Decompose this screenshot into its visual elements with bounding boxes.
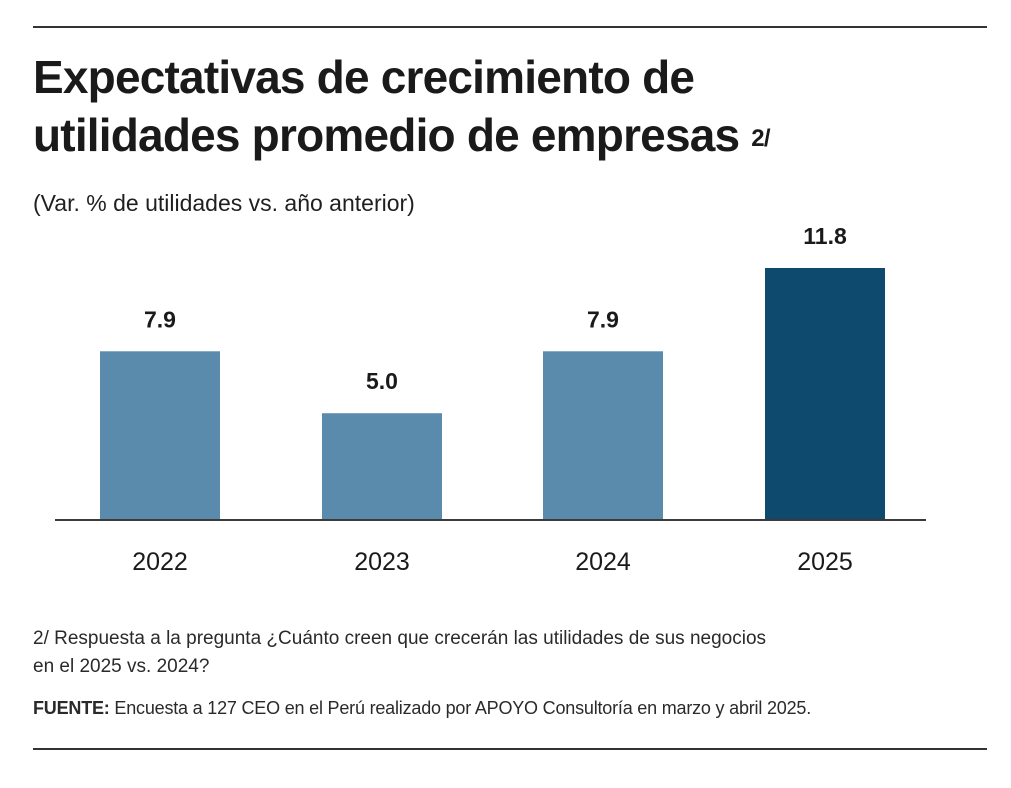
value-label-2023: 5.0	[366, 368, 398, 394]
bar-2025	[765, 268, 885, 520]
source-text: Encuesta a 127 CEO en el Perú realizado …	[109, 698, 812, 718]
title-line-1: Expectativas de crecimiento de	[33, 51, 695, 103]
title-footnote-marker: 2/	[751, 125, 770, 152]
x-tick-label-2023: 2023	[354, 548, 410, 576]
footnote-line-1: 2/ Respuesta a la pregunta ¿Cuánto creen…	[33, 628, 767, 649]
footnote: 2/ Respuesta a la pregunta ¿Cuánto creen…	[33, 625, 983, 681]
top-divider	[33, 26, 987, 28]
x-tick-label-2025: 2025	[797, 548, 853, 576]
x-tick-label-2024: 2024	[575, 548, 631, 576]
bar-2024	[543, 351, 663, 520]
chart-title: Expectativas de crecimiento de utilidade…	[33, 48, 973, 164]
chart-subtitle: (Var. % de utilidades vs. año anterior)	[33, 190, 415, 216]
footnote-line-2: en el 2025 vs. 2024?	[33, 656, 210, 677]
bar-2023	[322, 413, 442, 520]
value-label-2024: 7.9	[587, 306, 619, 332]
value-label-2025: 11.8	[803, 223, 847, 249]
bar-chart: 7.9 2022 5.0 2023 7.9 2024 11.8 2025	[55, 223, 926, 576]
title-line-2: utilidades promedio de empresas	[33, 109, 740, 161]
source-label: FUENTE:	[33, 698, 110, 718]
bottom-divider	[33, 748, 987, 750]
value-label-2022: 7.9	[144, 306, 176, 332]
bar-2022	[100, 351, 220, 520]
source-note: FUENTE: Encuesta a 127 CEO en el Perú re…	[33, 698, 993, 719]
x-tick-label-2022: 2022	[132, 548, 188, 576]
